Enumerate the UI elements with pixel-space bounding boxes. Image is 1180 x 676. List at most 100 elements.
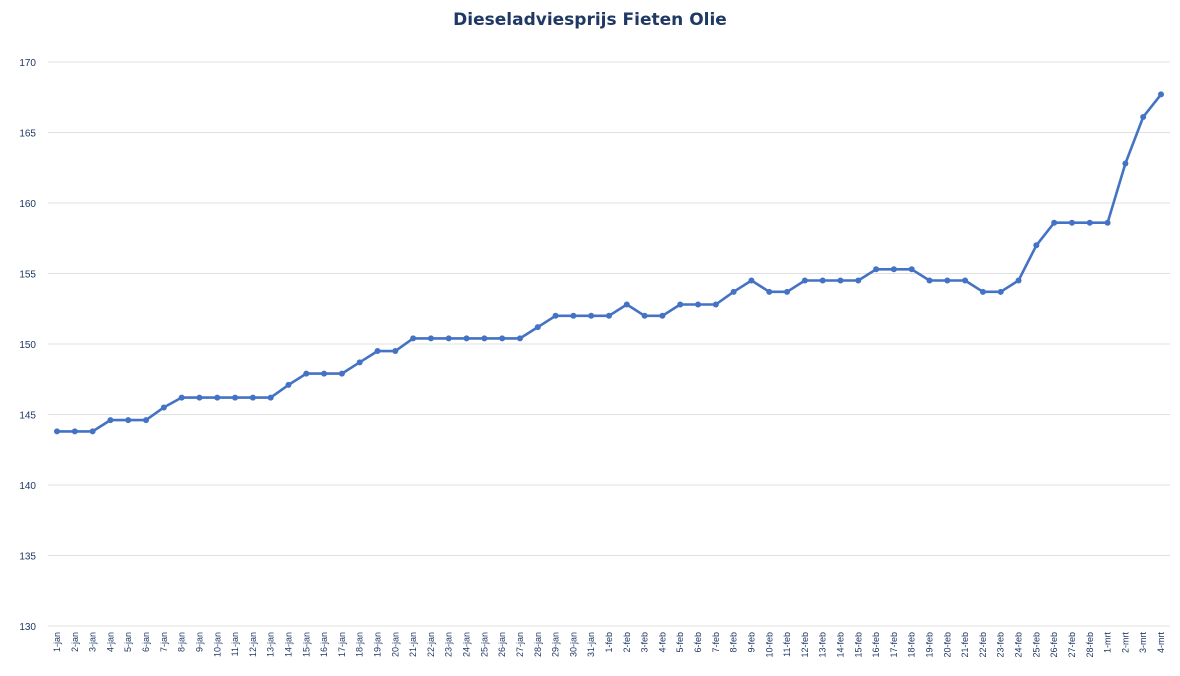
data-point (143, 417, 150, 424)
x-tick-label: 16-jan (319, 632, 329, 657)
data-point (873, 266, 880, 273)
data-point (249, 394, 256, 401)
x-tick-label: 1-feb (604, 632, 614, 653)
chart-title: Dieseladviesprijs Fieten Olie (453, 10, 727, 30)
y-tick-label: 155 (19, 270, 36, 281)
series-line (57, 93, 1163, 433)
data-point (962, 277, 969, 284)
data-point (712, 301, 719, 308)
x-tick-label: 18-feb (907, 632, 917, 658)
data-point (534, 324, 541, 331)
x-tick-label: 20-jan (390, 632, 400, 657)
x-tick-label: 7-feb (711, 632, 721, 653)
data-point (641, 312, 648, 319)
data-point (285, 381, 292, 388)
data-point (748, 277, 755, 284)
y-tick-label: 150 (19, 340, 36, 351)
data-point (303, 370, 310, 377)
data-point (107, 417, 114, 424)
x-tick-label: 30-jan (568, 632, 578, 657)
x-tick-label: 5-jan (123, 632, 133, 652)
data-point (1051, 219, 1058, 226)
x-tick-label: 23-jan (444, 632, 454, 657)
data-point (178, 394, 185, 401)
y-axis-ticks: 130 135 140 145 150 155 160 165 170 (19, 58, 36, 633)
data-point (659, 312, 666, 319)
data-point (481, 335, 488, 342)
x-tick-label: 4-jan (105, 632, 115, 652)
data-point (338, 370, 345, 377)
x-tick-label: 25-jan (479, 632, 489, 657)
x-tick-label: 15-jan (301, 632, 311, 657)
data-point (410, 335, 417, 342)
x-tick-label: 2-mrt (1120, 632, 1130, 653)
x-tick-label: 19-feb (925, 632, 935, 658)
data-point (321, 370, 328, 377)
data-point (1033, 242, 1040, 249)
x-tick-label: 28-jan (533, 632, 543, 657)
data-point (1015, 277, 1022, 284)
y-tick-label: 165 (19, 129, 36, 140)
x-tick-label: 29-jan (551, 632, 561, 657)
data-point (89, 428, 96, 435)
x-tick-label: 9-feb (746, 632, 756, 653)
y-tick-label: 145 (19, 411, 36, 422)
data-point (730, 288, 737, 295)
x-tick-label: 8-jan (177, 632, 187, 652)
data-point (196, 394, 203, 401)
data-point (516, 335, 523, 342)
x-tick-label: 5-feb (675, 632, 685, 653)
x-tick-label: 11-jan (230, 632, 240, 656)
data-point (570, 312, 577, 319)
data-point (125, 417, 132, 424)
data-point (463, 335, 470, 342)
y-tick-label: 160 (19, 199, 36, 210)
x-axis-ticks: 1-jan 2-jan 3-jan 4-jan 5-jan 6-jan 7-jan 8-jan… (52, 632, 1166, 658)
x-tick-label: 26-feb (1049, 632, 1059, 658)
data-point (1104, 219, 1111, 226)
data-point (766, 288, 773, 295)
data-point (855, 277, 862, 284)
data-point (356, 359, 363, 366)
x-tick-label: 10-feb (764, 632, 774, 658)
data-point (606, 312, 612, 319)
x-tick-label: 24-feb (1014, 632, 1024, 658)
data-point (801, 277, 808, 284)
x-tick-label: 17-jan (337, 632, 347, 657)
x-tick-label: 12-feb (800, 632, 810, 658)
gridlines (48, 61, 1170, 627)
x-tick-label: 13-feb (818, 632, 828, 658)
x-tick-label: 10-jan (212, 632, 222, 657)
x-tick-label: 20-feb (942, 632, 952, 658)
x-tick-label: 27-jan (515, 632, 525, 657)
x-tick-label: 31-jan (586, 632, 596, 657)
x-tick-label: 8-feb (729, 632, 739, 653)
x-tick-label: 3-mrt (1138, 632, 1148, 653)
data-point (837, 277, 844, 284)
data-point (445, 335, 452, 342)
x-tick-label: 28-feb (1085, 632, 1095, 658)
data-point (552, 312, 559, 319)
data-point (1140, 113, 1147, 120)
x-tick-label: 3-feb (640, 632, 650, 653)
x-tick-label: 26-jan (497, 632, 507, 657)
x-tick-label: 22-feb (978, 632, 988, 658)
y-tick-label: 135 (19, 552, 36, 563)
data-point (623, 301, 630, 308)
x-tick-label: 12-jan (248, 632, 258, 657)
x-tick-label: 25-feb (1031, 632, 1041, 658)
data-point (232, 394, 239, 401)
x-tick-label: 24-jan (462, 632, 472, 657)
x-tick-label: 1-jan (52, 632, 62, 652)
x-tick-label: 7-jan (159, 632, 169, 652)
x-tick-label: 9-jan (194, 632, 204, 652)
y-tick-label: 130 (19, 622, 36, 633)
x-tick-label: 23-feb (996, 632, 1006, 658)
y-tick-label: 170 (19, 58, 36, 69)
x-tick-label: 6-feb (693, 632, 703, 653)
x-tick-label: 14-feb (835, 632, 845, 658)
data-point (890, 266, 897, 273)
x-tick-label: 4-feb (657, 632, 667, 653)
data-point (784, 288, 791, 295)
data-point (1068, 219, 1075, 226)
